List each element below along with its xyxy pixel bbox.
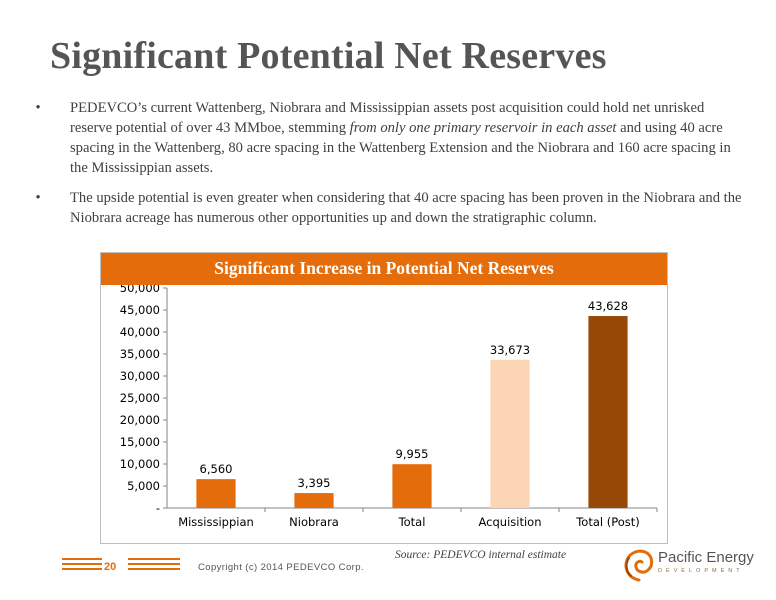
- y-tick-label: 10,000: [120, 457, 160, 471]
- company-logo: Pacific Energy DEVELOPMENT: [622, 544, 754, 584]
- x-tick-label: Total: [398, 515, 426, 529]
- data-label: 6,560: [200, 462, 233, 476]
- y-tick-label: 25,000: [120, 391, 160, 405]
- bar: [294, 493, 334, 508]
- copyright-text: Copyright (c) 2014 PEDEVCO Corp.: [198, 562, 364, 573]
- logo-subtitle: DEVELOPMENT: [658, 568, 744, 574]
- bullet-symbol: •: [35, 100, 41, 116]
- y-tick-label: 20,000: [120, 413, 160, 427]
- bullet-list: • PEDEVCO’s current Wattenberg, Niobrara…: [28, 98, 744, 238]
- slide-title: Significant Potential Net Reserves: [50, 35, 607, 77]
- bullet-emphasis: from only one primary reservoir in each …: [349, 120, 617, 136]
- x-tick-label: Niobrara: [289, 515, 339, 529]
- y-tick-label: 15,000: [120, 435, 160, 449]
- y-tick-label: 5,000: [127, 479, 160, 493]
- logo-name: Pacific Energy: [658, 549, 754, 566]
- bar: [490, 359, 530, 508]
- bullet-symbol: •: [35, 190, 41, 206]
- x-tick-label: Total (Post): [575, 515, 640, 529]
- y-tick-label: 40,000: [120, 325, 160, 339]
- source-note: Source: PEDEVCO internal estimate: [395, 549, 567, 561]
- chart-title: Significant Increase in Potential Net Re…: [101, 253, 667, 285]
- page-number: 20: [104, 561, 117, 573]
- bar: [196, 479, 236, 508]
- x-tick-label: Mississippian: [178, 515, 254, 529]
- data-label: 3,395: [298, 476, 331, 490]
- bullet-item: • PEDEVCO’s current Wattenberg, Niobrara…: [28, 98, 744, 178]
- bullet-text-end: and using 40 acre spacing in the Wattenb…: [70, 120, 731, 176]
- y-tick-label: 30,000: [120, 369, 160, 383]
- bar-chart: - 5,000 10,000 15,000 20,000 25,000 30,000 35,0…: [120, 285, 658, 529]
- data-label: 9,955: [396, 447, 429, 461]
- chart-container: Significant Increase in Potential Net Re…: [100, 252, 668, 544]
- bar: [392, 464, 432, 508]
- spiral-logo-icon: [624, 549, 654, 582]
- y-tick-label: 35,000: [120, 347, 160, 361]
- bullet-text: PEDEVCO’s current Wattenberg, Niobrara a…: [70, 100, 705, 136]
- bar: [588, 316, 628, 508]
- y-tick-label: 50,000: [120, 285, 160, 295]
- bullet-item: • The upside potential is even greater w…: [28, 188, 744, 228]
- data-label: 33,673: [490, 343, 530, 357]
- footer-rule-left: [62, 558, 102, 573]
- y-tick-label: -: [156, 501, 160, 515]
- data-label: 43,628: [588, 299, 628, 313]
- y-tick-label: 45,000: [120, 303, 160, 317]
- bullet-text: The upside potential is even greater whe…: [70, 190, 742, 226]
- x-tick-label: Acquisition: [479, 515, 542, 529]
- footer-rule-right: [128, 558, 180, 573]
